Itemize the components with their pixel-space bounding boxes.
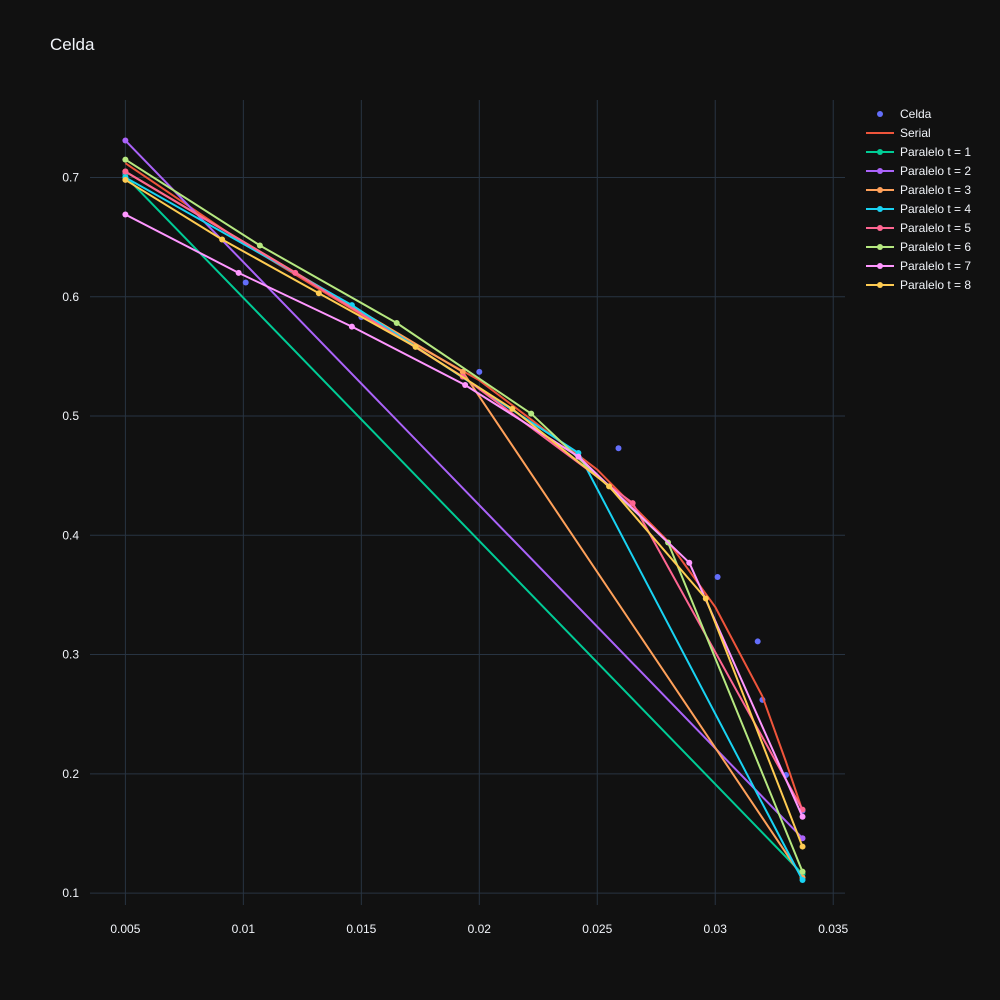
legend-label: Paralelo t = 5 — [900, 221, 971, 235]
data-point — [606, 483, 613, 490]
data-point — [476, 368, 483, 375]
y-axis-ticks: 0.1 0.2 0.3 0.4 0.5 0.6 0.7 — [62, 171, 79, 901]
x-tick-label: 0.03 — [704, 922, 728, 936]
data-point — [509, 405, 516, 412]
legend-item[interactable]: Paralelo t = 4 — [866, 202, 971, 216]
series-line — [124, 139, 804, 839]
series-line — [124, 158, 804, 872]
data-point — [393, 320, 400, 327]
series-line — [124, 179, 804, 847]
legend-swatch-marker — [877, 149, 883, 155]
legend-item[interactable]: Celda — [877, 107, 932, 121]
data-point — [615, 445, 622, 452]
legend-item[interactable]: Paralelo t = 3 — [866, 183, 971, 197]
legend-label: Paralelo t = 4 — [900, 202, 971, 216]
data-point — [122, 156, 129, 163]
data-point — [799, 843, 806, 850]
x-axis-ticks: 0.005 0.01 0.015 0.02 0.025 0.03 0.035 — [110, 922, 848, 936]
data-point — [714, 574, 721, 581]
y-tick-label: 0.1 — [62, 886, 79, 900]
legend-label: Paralelo t = 3 — [900, 183, 971, 197]
legend-item[interactable]: Paralelo t = 6 — [866, 240, 971, 254]
data-point — [799, 876, 806, 883]
series-paralelo-t-7 — [122, 211, 806, 820]
data-point — [256, 242, 263, 249]
data-point — [462, 382, 469, 389]
y-tick-label: 0.4 — [62, 528, 79, 542]
data-point — [799, 813, 806, 820]
legend-swatch-marker — [877, 111, 883, 117]
legend-item[interactable]: Paralelo t = 2 — [866, 164, 971, 178]
data-point — [459, 368, 466, 375]
data-point — [799, 868, 806, 875]
chart-title: Celda — [50, 35, 95, 54]
y-tick-label: 0.5 — [62, 409, 79, 423]
series-paralelo-t-2 — [122, 137, 806, 842]
y-tick-label: 0.7 — [62, 171, 79, 185]
y-tick-label: 0.6 — [62, 290, 79, 304]
x-tick-label: 0.025 — [582, 922, 612, 936]
legend-label: Serial — [900, 126, 931, 140]
data-point — [799, 835, 806, 842]
legend-label: Celda — [900, 107, 932, 121]
data-point — [122, 168, 129, 175]
data-point — [754, 638, 761, 645]
data-point — [686, 559, 693, 566]
legend-label: Paralelo t = 2 — [900, 164, 971, 178]
data-point — [122, 137, 129, 144]
x-tick-label: 0.01 — [232, 922, 256, 936]
data-point — [219, 236, 226, 243]
legend-swatch-marker — [877, 263, 883, 269]
grid-lines — [90, 100, 845, 905]
legend-swatch-marker — [877, 244, 883, 250]
legend-item[interactable]: Paralelo t = 8 — [866, 278, 971, 292]
x-tick-label: 0.015 — [346, 922, 376, 936]
legend-label: Paralelo t = 7 — [900, 259, 971, 273]
legend-item[interactable]: Paralelo t = 5 — [866, 221, 971, 235]
y-tick-label: 0.3 — [62, 648, 79, 662]
data-point — [122, 211, 129, 218]
data-point — [315, 290, 322, 297]
series-line — [124, 175, 804, 875]
series-paralelo-t-8 — [122, 176, 806, 850]
x-tick-label: 0.005 — [110, 922, 140, 936]
legend-swatch-marker — [877, 225, 883, 231]
legend-item[interactable]: Serial — [866, 126, 931, 140]
data-point — [292, 269, 299, 276]
legend[interactable]: Celda Serial Paralelo t = 1 Paralelo t = 2 P… — [866, 107, 971, 292]
data-point — [122, 176, 129, 183]
plot-area — [122, 137, 806, 883]
data-point — [629, 500, 636, 507]
data-point — [528, 410, 535, 417]
legend-label: Paralelo t = 1 — [900, 145, 971, 159]
legend-swatch-marker — [877, 282, 883, 288]
legend-label: Paralelo t = 8 — [900, 278, 971, 292]
legend-item[interactable]: Paralelo t = 1 — [866, 145, 971, 159]
data-point — [702, 595, 709, 602]
legend-label: Paralelo t = 6 — [900, 240, 971, 254]
data-point — [348, 323, 355, 330]
legend-swatch-marker — [877, 168, 883, 174]
data-point — [242, 279, 249, 286]
legend-item[interactable]: Paralelo t = 7 — [866, 259, 971, 273]
data-point — [235, 269, 242, 276]
y-tick-label: 0.2 — [62, 767, 79, 781]
data-point — [412, 343, 419, 350]
legend-swatch-marker — [877, 187, 883, 193]
x-tick-label: 0.035 — [818, 922, 848, 936]
legend-swatch-marker — [877, 206, 883, 212]
x-tick-label: 0.02 — [468, 922, 492, 936]
data-point — [575, 453, 582, 460]
